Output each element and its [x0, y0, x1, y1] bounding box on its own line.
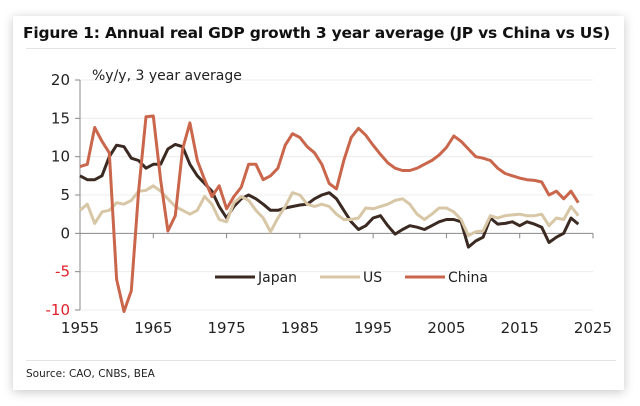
footer-divider — [26, 360, 616, 361]
title-divider — [26, 48, 616, 49]
y-tick-label: -10 — [46, 301, 71, 319]
y-tick-label: 15 — [51, 109, 70, 127]
legend: Japan US China — [215, 270, 488, 286]
y-tick-label: 5 — [60, 186, 70, 204]
axes: -10 -5 0 5 10 15 20 1955 1965 1975 1985 1995 2005 201… — [46, 71, 613, 337]
legend-label: US — [363, 270, 382, 286]
x-tick-label: 1995 — [354, 319, 392, 337]
x-tick-label: 1975 — [207, 319, 245, 337]
x-tick-label: 1985 — [281, 319, 319, 337]
y-tick-label: -5 — [55, 263, 70, 281]
y-tick-label: 10 — [51, 148, 70, 166]
legend-item-us: US — [320, 270, 382, 286]
legend-label: Japan — [257, 270, 297, 286]
x-tick-label: 2025 — [574, 319, 612, 337]
x-tick-label: 1955 — [61, 319, 99, 337]
figure-title: Figure 1: Annual real GDP growth 3 year … — [23, 24, 611, 42]
x-tick-label: 1965 — [134, 319, 172, 337]
series-line-china — [79, 114, 580, 313]
y-axis-label: %y/y, 3 year average — [92, 68, 242, 84]
series-lines — [79, 114, 580, 313]
source-note: Source: CAO, CNBS, BEA — [26, 368, 155, 380]
x-tick-label: 2005 — [427, 319, 465, 337]
x-tick-label: 2015 — [501, 319, 539, 337]
legend-label: China — [448, 270, 488, 286]
y-tick-label: 0 — [60, 224, 70, 242]
legend-item-china: China — [405, 270, 488, 286]
y-tick-label: 20 — [51, 71, 70, 89]
legend-item-japan: Japan — [215, 270, 297, 286]
series-line-japan — [79, 142, 580, 249]
